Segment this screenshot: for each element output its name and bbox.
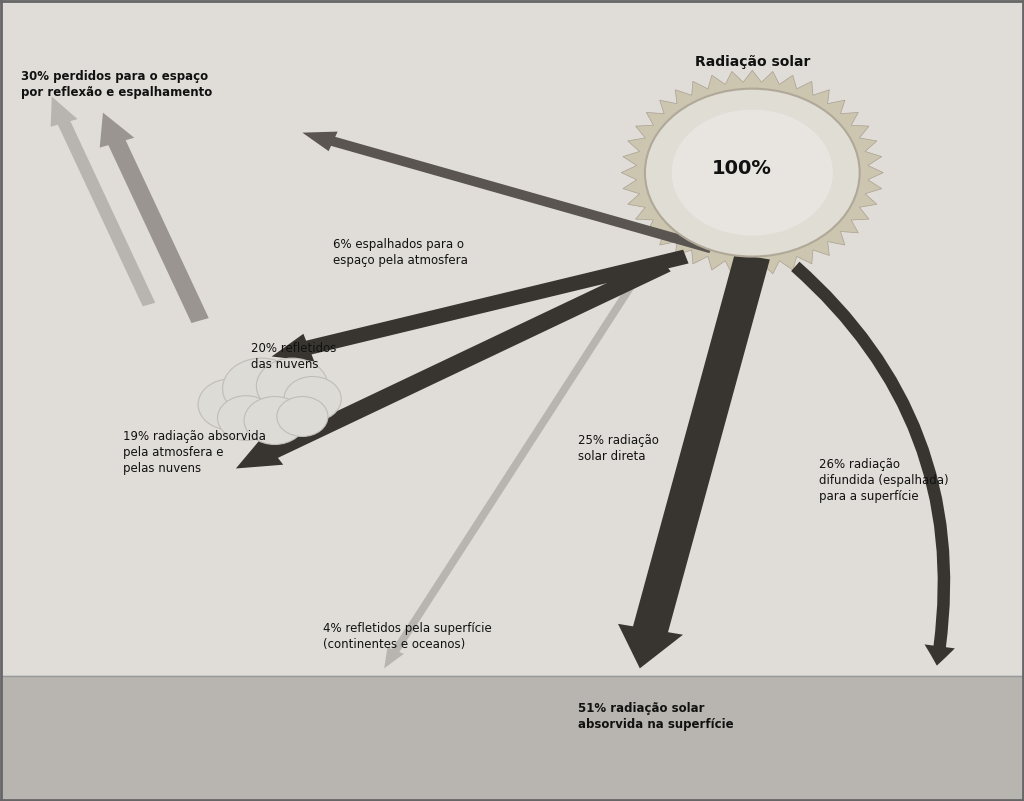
Circle shape bbox=[256, 358, 328, 414]
Text: 4% refletidos pela superfície
(continentes e oceanos): 4% refletidos pela superfície (continent… bbox=[323, 622, 492, 651]
Circle shape bbox=[672, 110, 833, 235]
Polygon shape bbox=[622, 70, 884, 275]
Circle shape bbox=[244, 396, 305, 445]
Text: 30% perdidos para o espaço
por reflexão e espalhamento: 30% perdidos para o espaço por reflexão … bbox=[22, 70, 212, 99]
Circle shape bbox=[645, 89, 860, 256]
Text: 25% radiação
solar direta: 25% radiação solar direta bbox=[579, 434, 659, 463]
Polygon shape bbox=[50, 97, 156, 306]
Text: 51% radiação solar
absorvida na superfície: 51% radiação solar absorvida na superfíc… bbox=[579, 702, 734, 731]
Polygon shape bbox=[99, 113, 209, 323]
Polygon shape bbox=[236, 258, 671, 469]
Circle shape bbox=[198, 379, 263, 430]
Text: 19% radiação absorvida
pela atmosfera e
pelas nuvens: 19% radiação absorvida pela atmosfera e … bbox=[124, 430, 266, 475]
FancyArrowPatch shape bbox=[792, 262, 954, 666]
Circle shape bbox=[284, 376, 341, 421]
Polygon shape bbox=[271, 250, 688, 361]
Circle shape bbox=[222, 358, 300, 419]
Circle shape bbox=[276, 396, 328, 437]
Text: 6% espalhados para o
espaço pela atmosfera: 6% espalhados para o espaço pela atmosfe… bbox=[333, 238, 468, 267]
Text: Radiação solar: Radiação solar bbox=[694, 54, 810, 69]
Bar bbox=[1, 676, 1023, 800]
Circle shape bbox=[217, 396, 274, 441]
Text: 100%: 100% bbox=[712, 159, 772, 178]
Polygon shape bbox=[384, 263, 648, 668]
Text: 20% refletidos
das nuvens: 20% refletidos das nuvens bbox=[251, 342, 337, 371]
Polygon shape bbox=[302, 131, 714, 253]
Polygon shape bbox=[618, 254, 770, 668]
Text: 26% radiação
difundida (espalhada)
para a superfície: 26% radiação difundida (espalhada) para … bbox=[819, 458, 948, 503]
